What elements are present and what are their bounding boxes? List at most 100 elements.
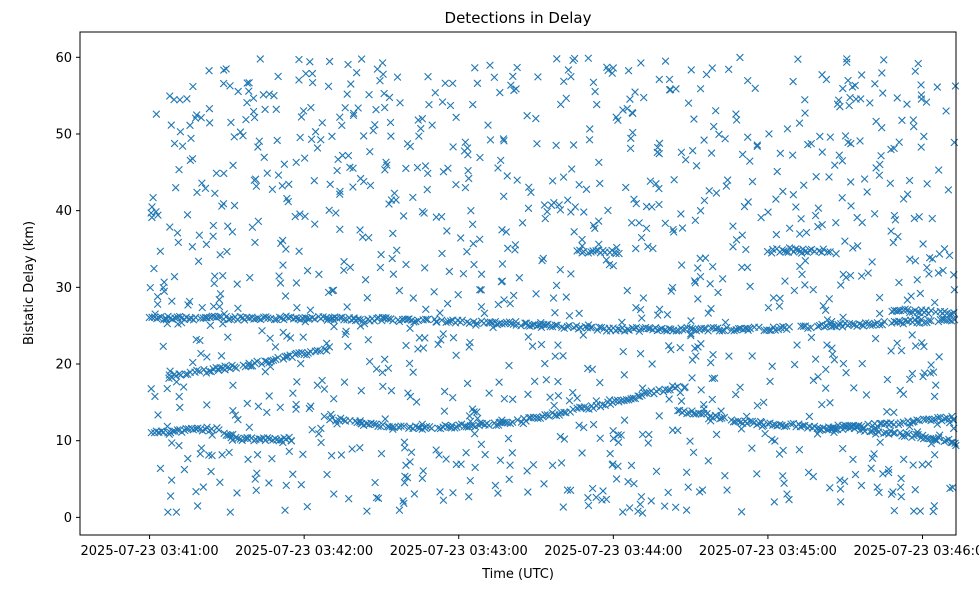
data-point xyxy=(799,421,807,430)
data-point xyxy=(374,422,382,431)
data-point xyxy=(439,167,448,176)
data-point xyxy=(595,179,604,188)
data-point xyxy=(191,313,200,322)
data-point xyxy=(840,477,849,486)
data-point xyxy=(782,248,791,256)
data-point xyxy=(746,417,754,426)
data-point xyxy=(261,367,270,376)
data-point xyxy=(188,358,197,367)
data-point xyxy=(323,316,332,325)
data-point xyxy=(163,422,172,431)
data-point xyxy=(797,249,806,257)
data-point xyxy=(465,319,474,328)
data-point xyxy=(200,365,208,374)
data-point xyxy=(827,317,836,326)
data-point xyxy=(700,324,708,333)
data-point xyxy=(801,256,810,265)
data-point xyxy=(556,265,565,274)
data-point xyxy=(263,433,272,442)
data-point xyxy=(193,366,201,375)
data-point xyxy=(866,99,874,107)
data-point xyxy=(475,235,484,244)
data-point xyxy=(226,82,234,90)
data-point xyxy=(400,438,409,446)
data-point xyxy=(333,420,341,428)
data-point xyxy=(346,80,355,88)
plot-frame xyxy=(79,31,957,536)
data-point xyxy=(602,256,611,264)
data-point xyxy=(409,193,417,202)
data-point xyxy=(946,484,954,493)
data-point xyxy=(484,121,492,129)
data-point xyxy=(439,330,448,338)
data-point xyxy=(946,310,954,319)
data-point xyxy=(908,369,917,378)
data-point xyxy=(452,460,461,469)
data-point xyxy=(428,121,436,129)
data-point xyxy=(807,333,816,342)
data-point xyxy=(923,180,931,188)
data-point xyxy=(358,233,367,241)
data-point xyxy=(229,381,237,390)
data-point xyxy=(396,98,404,107)
data-point xyxy=(612,475,621,483)
data-point xyxy=(416,124,425,133)
data-point xyxy=(817,400,826,409)
data-point xyxy=(377,250,385,259)
data-point xyxy=(579,208,588,216)
data-point xyxy=(636,349,645,358)
data-point xyxy=(159,342,168,351)
data-point xyxy=(249,107,258,116)
data-point xyxy=(383,161,391,169)
data-point xyxy=(228,228,237,236)
data-point xyxy=(584,493,592,502)
data-point xyxy=(328,132,336,141)
data-point xyxy=(170,139,179,148)
data-point xyxy=(387,132,395,140)
data-point xyxy=(801,95,809,104)
data-point xyxy=(243,98,251,107)
data-point xyxy=(546,393,554,401)
data-point xyxy=(697,410,705,418)
data-point xyxy=(327,451,336,460)
data-point xyxy=(638,384,647,392)
data-point xyxy=(620,371,629,379)
data-point xyxy=(836,476,844,484)
data-point xyxy=(316,347,324,355)
data-point xyxy=(245,273,254,282)
data-point xyxy=(206,321,215,330)
data-point xyxy=(776,294,784,303)
data-point xyxy=(917,81,925,89)
data-point xyxy=(589,420,598,429)
data-point xyxy=(245,423,254,432)
data-point xyxy=(445,267,454,276)
data-point xyxy=(265,90,274,98)
data-point xyxy=(896,306,905,315)
data-point xyxy=(403,473,412,482)
data-point xyxy=(263,169,272,177)
data-point xyxy=(638,430,647,439)
data-point xyxy=(297,480,306,489)
data-point xyxy=(913,275,922,284)
data-point xyxy=(691,216,700,225)
data-point xyxy=(744,198,752,206)
data-point xyxy=(582,185,591,194)
data-point xyxy=(609,460,617,468)
data-point xyxy=(758,422,767,431)
data-point xyxy=(559,173,568,181)
data-point xyxy=(708,374,717,383)
data-point xyxy=(308,78,317,87)
data-point xyxy=(436,309,444,317)
data-point xyxy=(807,139,816,148)
data-point xyxy=(307,103,315,112)
data-point xyxy=(176,96,184,104)
data-point xyxy=(668,426,677,434)
data-point xyxy=(790,360,799,369)
data-point xyxy=(787,420,795,428)
data-point xyxy=(381,166,389,174)
data-point xyxy=(152,110,161,118)
data-point xyxy=(811,211,820,220)
data-point xyxy=(928,214,937,223)
data-point xyxy=(215,295,224,304)
data-point xyxy=(179,383,188,391)
